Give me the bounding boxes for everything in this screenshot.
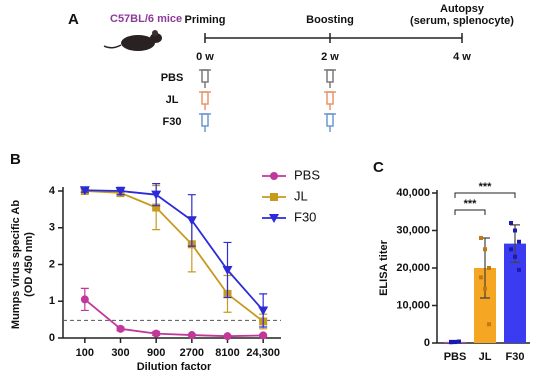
data-point [479, 275, 483, 280]
significance-bracket [454, 209, 486, 215]
timepoint: 0 w [196, 51, 214, 63]
syringe-icon [201, 69, 209, 83]
data-point [449, 339, 453, 344]
significance-label: *** [479, 181, 493, 193]
panel-label: B [10, 151, 21, 168]
panel-label: A [68, 11, 79, 28]
legend-label: JL [294, 188, 308, 203]
legend-marker [270, 193, 278, 201]
y-tick-label: 40,000 [396, 187, 430, 199]
y-tick-label: 4 [49, 185, 56, 197]
subject: C57BL/6 mice [110, 13, 182, 25]
phase: Autopsy [440, 3, 485, 15]
legend-marker [269, 214, 279, 223]
x-tick-label: 2700 [180, 347, 204, 359]
marker [152, 203, 161, 212]
data-point [487, 322, 491, 327]
data-point [517, 267, 521, 272]
phase: Priming [185, 14, 226, 26]
x-tick-label: 100 [76, 347, 94, 359]
data-point [483, 247, 487, 252]
y-axis-label: Mumps virus specific Ab [10, 200, 22, 329]
y-tick-label: 0 [424, 337, 430, 349]
y-axis-label: ELISA titer [378, 239, 390, 296]
data-point [513, 228, 517, 233]
marker [223, 332, 232, 341]
marker [115, 187, 126, 196]
timepoint: 4 w [453, 51, 471, 63]
phase-note: (serum, splenocyte) [410, 15, 514, 27]
syringe-icon [326, 69, 334, 83]
phase: Boosting [306, 14, 354, 26]
data-point [509, 247, 513, 252]
syringe-icon [201, 91, 209, 105]
y-tick-label: 2 [49, 258, 55, 270]
syringe-icon [326, 91, 334, 105]
data-point [479, 236, 483, 240]
significance-bracket [454, 192, 516, 198]
significance-label: *** [464, 198, 478, 210]
marker [259, 331, 268, 340]
y-tick-label: 30,000 [396, 224, 430, 236]
data-point [483, 286, 487, 291]
x-tick-label: JL [479, 351, 492, 363]
y-tick-label: 10,000 [396, 299, 430, 311]
x-tick-label: 24,300 [246, 347, 280, 359]
timepoint: 2 w [321, 51, 339, 63]
panel-label: C [373, 159, 384, 176]
x-tick-label: 300 [111, 347, 129, 359]
marker [79, 186, 90, 196]
syringe-icon [326, 113, 334, 127]
data-point [457, 339, 461, 344]
legend-marker [270, 172, 278, 180]
y-tick-label: 1 [49, 295, 55, 307]
y-axis-label: (OD 450 nm) [23, 232, 35, 297]
marker [258, 306, 269, 316]
group-label: PBS [161, 72, 184, 84]
series-line [84, 189, 264, 312]
data-point [513, 254, 517, 259]
y-tick-label: 0 [49, 332, 55, 344]
data-point [453, 340, 457, 345]
data-point [487, 266, 491, 270]
series-line [84, 190, 264, 323]
marker [151, 190, 162, 200]
y-tick-label: 3 [49, 222, 55, 234]
data-point [509, 221, 513, 225]
legend-label: F30 [294, 209, 316, 224]
marker [116, 324, 125, 333]
syringe-icon [201, 113, 209, 127]
marker [152, 329, 161, 338]
legend-label: PBS [294, 167, 320, 182]
x-tick-label: F30 [506, 351, 525, 363]
group-label: F30 [163, 116, 182, 128]
group-label: JL [166, 94, 179, 106]
data-point [517, 239, 521, 244]
x-tick-label: 900 [147, 347, 165, 359]
y-tick-label: 20,000 [396, 262, 430, 274]
x-tick-label: 8100 [215, 347, 239, 359]
x-tick-label: PBS [444, 351, 467, 363]
marker [187, 331, 196, 340]
marker [80, 295, 89, 304]
marker [186, 216, 197, 226]
mouse-icon [103, 30, 162, 51]
x-axis-label: Dilution factor [137, 361, 212, 373]
series-line [84, 298, 264, 338]
marker [222, 266, 233, 276]
